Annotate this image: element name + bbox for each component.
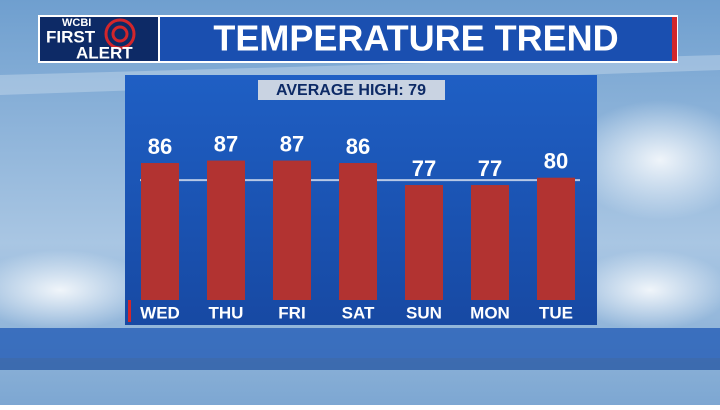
bar — [537, 177, 575, 300]
chart-title: TEMPERATURE TREND — [213, 18, 618, 59]
bar — [471, 185, 509, 300]
average-label: AVERAGE HIGH: 79 — [276, 82, 426, 99]
value-label: 87 — [214, 131, 238, 156]
panel-accent — [128, 300, 131, 322]
title-box — [160, 17, 672, 61]
bar — [207, 160, 245, 300]
x-tick-label: WED — [140, 303, 180, 322]
cloud — [570, 250, 720, 330]
logo-text: WCBI — [62, 17, 91, 29]
logo-icon — [111, 25, 129, 43]
value-label: 80 — [544, 149, 568, 174]
bottom-band — [0, 328, 720, 358]
cloud — [0, 250, 150, 330]
logo-text: ALERT — [76, 43, 133, 62]
x-tick-label: SUN — [406, 303, 442, 322]
value-label: 77 — [412, 156, 436, 181]
value-label: 86 — [346, 134, 370, 159]
x-tick-label: THU — [209, 303, 244, 322]
value-label: 86 — [148, 134, 172, 159]
bar — [273, 160, 311, 300]
x-tick-label: SAT — [342, 303, 375, 322]
bar — [339, 163, 377, 300]
value-label: 87 — [280, 131, 304, 156]
x-tick-label: TUE — [539, 303, 573, 322]
value-label: 77 — [478, 156, 502, 181]
average-label-box — [258, 80, 445, 100]
cloud — [570, 100, 720, 220]
x-tick-label: FRI — [278, 303, 305, 322]
logo-box — [40, 17, 158, 61]
bottom-band — [0, 358, 720, 370]
x-tick-label: MON — [470, 303, 510, 322]
bar — [141, 163, 179, 300]
bar — [405, 185, 443, 300]
title-accent — [672, 17, 677, 61]
logo-icon — [104, 18, 136, 50]
logo-text: FIRST — [46, 27, 96, 46]
